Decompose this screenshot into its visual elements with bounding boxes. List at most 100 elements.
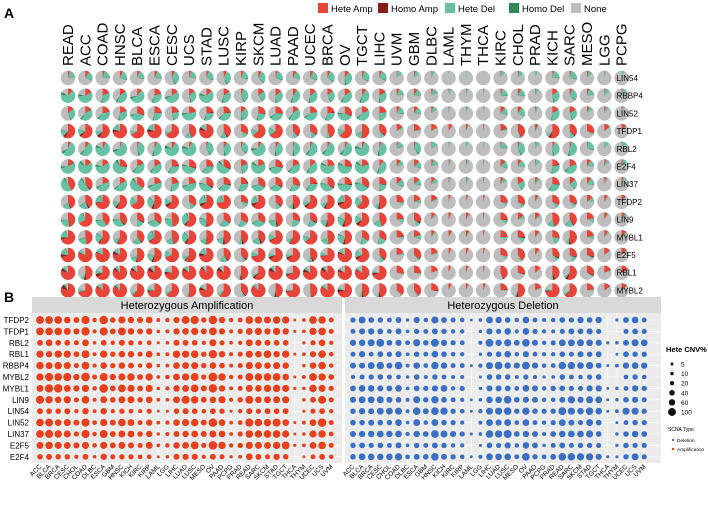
del-dot-TFDP1-TGCT	[596, 329, 601, 334]
del-dot-MYBL2-LUAD	[496, 374, 502, 380]
amp-dot-TFDP1-KICH	[128, 328, 135, 335]
amp-dot-TFDP2-UVM	[329, 318, 334, 323]
row-label-LIN9: LIN9	[617, 216, 634, 225]
del-dot-LIN37-HNSC	[431, 430, 439, 438]
del-dot-MYBL1-CHOL	[386, 385, 392, 391]
del-dot-LIN37-READ	[559, 431, 566, 438]
amp-dot-MYBL1-KIRC	[137, 386, 143, 392]
del-dot-RBL2-SARC	[568, 339, 575, 346]
amp-dot-MYBL2-DLBC	[92, 375, 97, 380]
del-dot-LIN54-UCEC	[622, 408, 629, 415]
del-dot-RBL2-PAAD	[532, 340, 538, 346]
del-dot-RBL1-COAD	[395, 351, 401, 357]
col-label-STAD: STAD	[198, 27, 215, 66]
pie-slice-E2F4-HNSC-0	[120, 159, 127, 166]
amp-dot-RBL2-UCS	[319, 339, 326, 346]
amp-dot-LIN9-CESC	[64, 396, 71, 403]
del-dot-LIN54-READ	[558, 407, 566, 415]
amp-dot-TFDP2-DLBC	[92, 318, 96, 322]
del-dot-MYBL2-LGG	[479, 375, 482, 378]
col-label-OV: OV	[337, 44, 354, 66]
del-dot-LIN9-KIRC	[451, 397, 456, 402]
amp-dot-RBL2-ESCA	[101, 340, 107, 346]
amp-dot-LIN54-ACC	[37, 408, 43, 414]
del-dot-MYBL2-STAD	[587, 374, 592, 379]
amp-dot-E2F5-BRCA	[55, 442, 62, 449]
amp-dot-E2F5-LIHC	[173, 442, 179, 448]
amp-dot-E2F5-LUSC	[191, 441, 199, 449]
amp-dot-E2F5-STAD	[273, 442, 280, 449]
amp-dot-TFDP2-LUAD	[182, 316, 190, 324]
del-dot-MYBL1-PCPG	[542, 386, 547, 391]
del-dot-TFDP1-PCPG	[542, 329, 546, 333]
amp-dot-LIN54-CESC	[64, 408, 70, 414]
del-dot-LIN54-BLCA	[359, 408, 365, 414]
del-dot-RBL1-BLCA	[359, 351, 365, 357]
del-dot-LIN37-OV	[523, 431, 529, 437]
col-label-LAML: LAML	[441, 27, 458, 66]
col-label-HNSC: HNSC	[112, 23, 129, 66]
del-dot-TFDP2-CHOL	[387, 318, 392, 323]
amp-dot-E2F4-SKCM	[265, 454, 270, 459]
amp-dot-RBL1-SKCM	[264, 350, 272, 358]
amp-dot-TFDP1-CESC	[64, 328, 71, 335]
amp-dot-MYBL2-CESC	[63, 373, 71, 381]
del-dot-E2F5-LUSC	[505, 442, 511, 448]
amp-dot-RBBP4-KICH	[128, 363, 134, 369]
del-dot-TFDP2-LGG	[479, 318, 483, 322]
del-dot-MYBL1-LUAD	[496, 385, 502, 391]
amp-dot-RBL2-BLCA	[46, 339, 53, 346]
pie-slice-LIN52-LUAD-0	[276, 106, 283, 113]
pie-slice-MYBL1-KIRC-0	[501, 230, 508, 237]
amp-dot-E2F4-CHOL	[74, 455, 78, 459]
amp-dot-RBL2-PRAD	[238, 341, 242, 345]
del-dot-E2F4-LGG	[478, 455, 482, 459]
del-dot-E2F5-BLCA	[359, 443, 365, 449]
del-dot-MYBL2-PAAD	[533, 375, 537, 379]
amp-dot-TFDP2-CHOL	[73, 317, 79, 323]
amp-dot-MYBL2-BLCA	[45, 373, 53, 381]
del-dot-RBBP4-UCEC	[623, 362, 629, 368]
amp-dot-RBL1-MESO	[201, 351, 206, 356]
amp-dot-E2F4-STAD	[273, 454, 279, 460]
amp-dot-LIN9-HNSC	[118, 396, 125, 403]
del-dot-LIN52-CESC	[377, 420, 383, 426]
del-dot-LIN54-LUAD	[495, 408, 502, 415]
amp-dot-LIN54-READ	[246, 408, 252, 414]
del-dot-TFDP1-OV	[523, 328, 530, 335]
del-dot-RBL1-BRCA	[369, 352, 374, 357]
del-dot-LIN54-LAML	[470, 410, 473, 413]
row-label-LIN37: LIN37	[617, 180, 639, 189]
del-dot-LIN37-UVM	[641, 431, 647, 437]
del-dot-TFDP2-THYM	[615, 318, 618, 321]
amp-dot-E2F5-CHOL	[73, 442, 79, 448]
amp-dot-TFDP1-UCS	[318, 328, 326, 336]
del-dot-MYBL2-DLBC	[406, 375, 410, 379]
pie-LIN37-LAML	[441, 177, 455, 191]
del-dot-TFDP2-UCS	[632, 317, 639, 324]
amp-dot-E2F5-LAML	[156, 444, 160, 448]
del-dot-E2F5-KIRC	[451, 443, 455, 447]
del-dot-TFDP1-UVM	[642, 329, 647, 334]
col-label-LUSC: LUSC	[216, 26, 233, 66]
del-dot-LIN37-PCPG	[542, 432, 546, 436]
amp-dot-LIN54-KICH	[129, 409, 134, 414]
amp-dot-RBBP4-KIRP	[146, 362, 152, 368]
amp-dot-LIN52-MESO	[201, 420, 207, 426]
pie-E2F4-THYM	[459, 159, 473, 173]
del-dot-TFDP2-DLBC	[406, 318, 410, 322]
del-dot-LIN52-MESO	[514, 420, 519, 425]
amp-dot-E2F5-SARC	[255, 442, 262, 449]
del-dot-RBL2-STAD	[586, 339, 593, 346]
amp-dot-TFDP1-GBM	[110, 328, 116, 334]
amp-dot-RBBP4-UVM	[329, 363, 333, 367]
amp-dot-RBBP4-MESO	[201, 363, 206, 368]
amp-dot-LIN37-LUAD	[182, 431, 189, 438]
amp-dot-LIN54-GBM	[111, 409, 115, 413]
del-dot-RBL1-KIRC	[451, 352, 456, 357]
amp-dot-TFDP1-LUAD	[182, 328, 189, 335]
amp-dot-LIN52-THYM	[302, 421, 306, 425]
amp-dot-TFDP1-LIHC	[173, 328, 179, 334]
pie-MYBL1-THYM	[459, 230, 473, 244]
